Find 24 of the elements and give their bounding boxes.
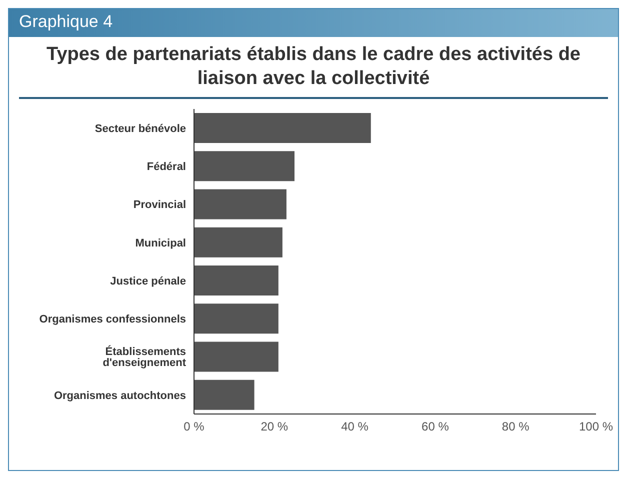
bar (194, 380, 254, 410)
y-tick-label: Provincial (133, 199, 186, 212)
bar (194, 266, 278, 296)
x-tick-label: 0 % (184, 420, 205, 434)
text: Graphique 4 (9, 9, 618, 37)
bar (194, 227, 282, 258)
y-tick-label: Établissements d'enseignement (102, 345, 186, 370)
y-tick-label: Organismes confessionnels (39, 314, 186, 326)
y-tick-label: Municipal (135, 237, 186, 250)
x-tick-label: 20 % (260, 420, 288, 434)
y-tick-label: Justice pénale (110, 275, 186, 288)
y-tick-label: Secteur bénévole (94, 122, 186, 135)
x-tick-label: 60 % (422, 420, 450, 434)
bar (194, 304, 278, 334)
y-tick-label: Fédéral (146, 161, 186, 174)
bar (194, 189, 286, 220)
bar (194, 342, 278, 372)
bar (194, 113, 371, 143)
x-tick-label: 100 % (578, 420, 614, 434)
bar (194, 151, 294, 182)
x-tick-label: 40 % (341, 420, 369, 434)
chart-title: Types de partenariats établis dans le cadre des activités de liaison avec la collectivité (46, 43, 582, 91)
x-tick-label: 80 % (502, 420, 530, 434)
y-tick-label: Organismes autochtones (54, 390, 186, 402)
